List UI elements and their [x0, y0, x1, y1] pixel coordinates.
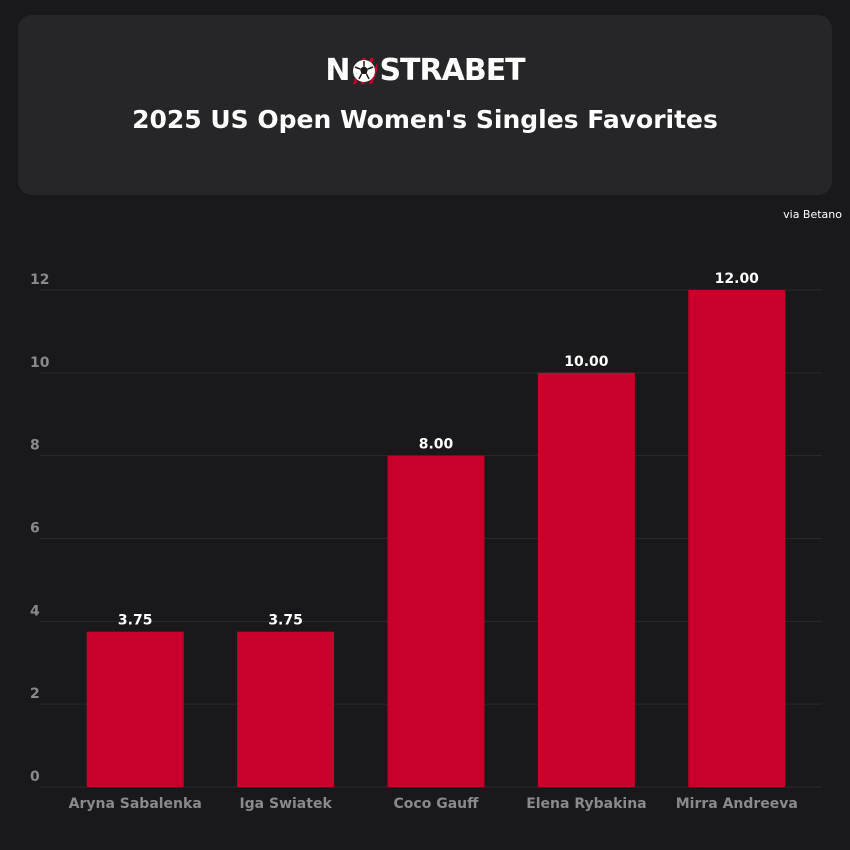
x-category-label: Aryna Sabalenka [69, 796, 202, 812]
bar [537, 372, 635, 787]
x-category-label: Elena Rybakina [526, 796, 646, 812]
x-category-label: Mirra Andreeva [676, 796, 798, 812]
bar [688, 290, 786, 787]
bar [387, 455, 485, 787]
logo-text-left: N [325, 52, 350, 88]
source-note: via Betano [783, 208, 842, 221]
logo-text-right: STRABET [379, 52, 525, 88]
y-tick-label: 8 [30, 438, 40, 454]
bar-value-label: 10.00 [564, 354, 609, 370]
x-category-label: Coco Gauff [394, 796, 480, 812]
bar-value-label: 3.75 [268, 613, 303, 629]
brand-logo: N STRABET [18, 52, 832, 89]
chart-title: 2025 US Open Women's Singles Favorites [132, 105, 718, 134]
x-category-label: Iga Swiatek [239, 796, 332, 812]
bar [237, 631, 335, 787]
y-tick-label: 10 [30, 355, 50, 371]
soccer-ball-icon [351, 55, 383, 89]
header-card: N STRABET 2025 US Open Women's Singles F… [18, 15, 832, 195]
y-tick-label: 6 [30, 521, 40, 537]
bar-value-label: 8.00 [419, 437, 454, 453]
bar [86, 631, 184, 787]
bar-value-label: 12.00 [715, 271, 760, 287]
y-tick-label: 12 [30, 272, 49, 288]
y-tick-label: 4 [30, 603, 40, 619]
bar-value-label: 3.75 [118, 613, 153, 629]
y-tick-label: 0 [30, 769, 40, 785]
y-tick-label: 2 [30, 686, 40, 702]
